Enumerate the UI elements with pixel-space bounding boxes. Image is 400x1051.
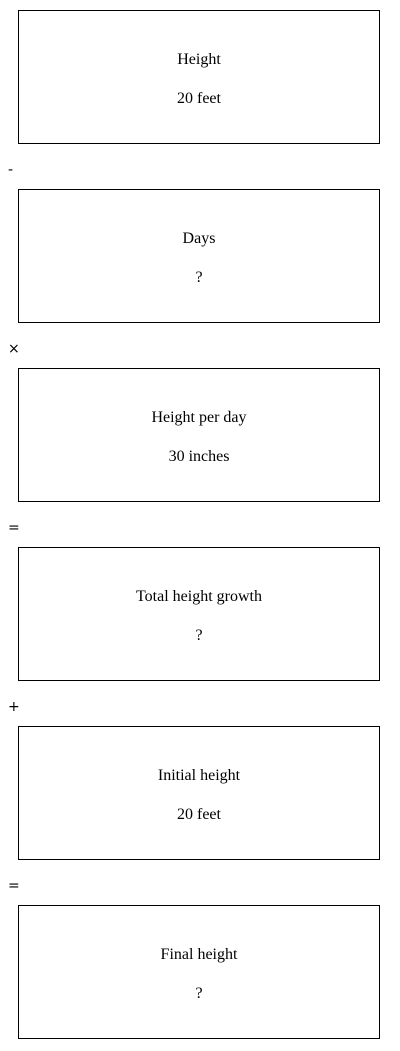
height-box: Height 20 feet [18, 10, 380, 144]
minus-operator: - [8, 162, 14, 178]
total-height-growth-value: ? [195, 627, 203, 644]
equals-operator-final: = [8, 878, 20, 894]
initial-height-box: Initial height 20 feet [18, 726, 380, 860]
total-height-growth-box: Total height growth ? [18, 547, 380, 681]
total-height-growth-label: Total height growth [136, 588, 262, 605]
height-per-day-box: Height per day 30 inches [18, 368, 380, 502]
days-box: Days ? [18, 189, 380, 323]
final-height-value: ? [195, 985, 203, 1002]
height-value: 20 feet [177, 90, 221, 107]
final-height-label: Final height [160, 946, 238, 963]
plus-operator: + [8, 699, 20, 715]
days-value: ? [195, 269, 203, 286]
height-per-day-label: Height per day [151, 409, 247, 426]
final-height-box: Final height ? [18, 905, 380, 1039]
initial-height-label: Initial height [157, 767, 241, 784]
height-label: Height [177, 51, 221, 68]
height-per-day-value: 30 inches [168, 448, 230, 465]
equals-operator: = [8, 520, 20, 536]
days-label: Days [182, 230, 216, 247]
initial-height-value: 20 feet [177, 806, 221, 823]
multiply-operator: × [8, 341, 20, 357]
